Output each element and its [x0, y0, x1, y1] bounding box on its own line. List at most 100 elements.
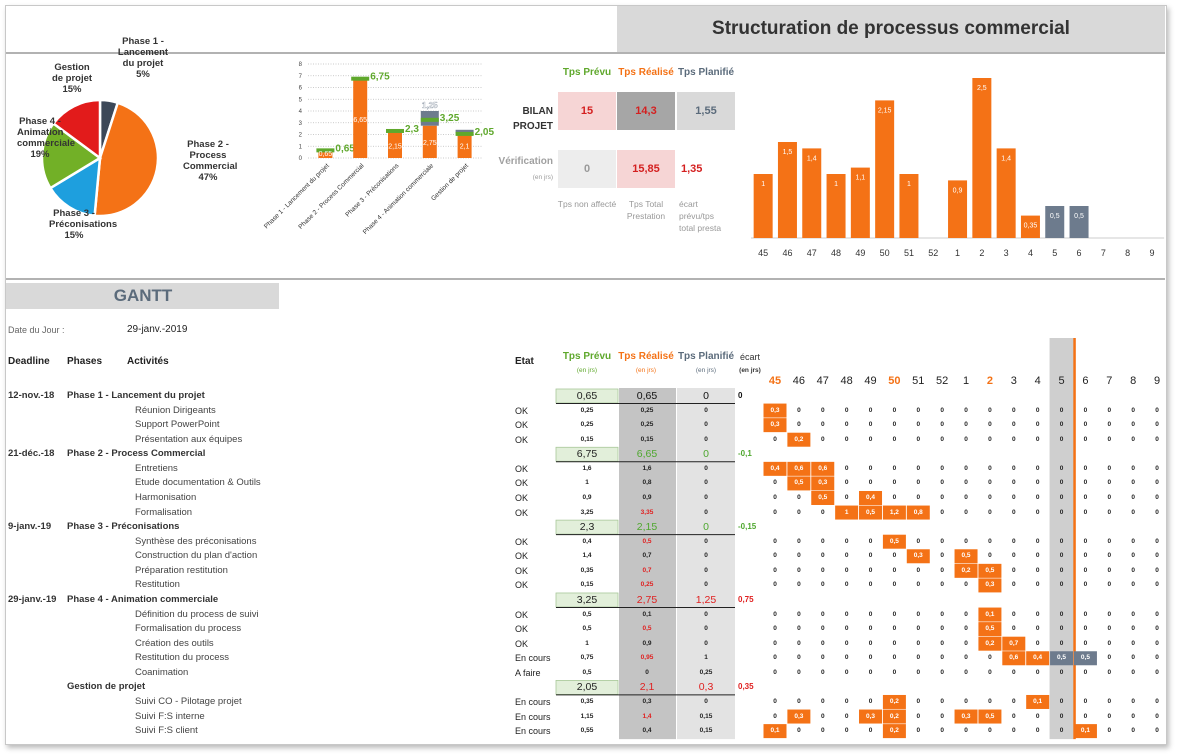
y-tick-label: 2 [299, 133, 303, 139]
week-header: 9 [1154, 375, 1161, 387]
etat: En cours [515, 653, 551, 664]
week-header: 51 [912, 375, 925, 387]
x-tick-label: Phase 2 - Process Commercial [297, 162, 366, 231]
week-value: 0 [1083, 479, 1088, 487]
etat: OK [515, 420, 529, 431]
phase-ecart: -0,1 [738, 449, 752, 459]
week-value: 0 [1035, 566, 1040, 574]
deadline: 9-janv.-19 [8, 521, 52, 533]
week-value: 0 [940, 493, 944, 501]
week-value: 0 [1107, 639, 1112, 647]
planned-marker [420, 117, 439, 122]
week-value: 0 [1035, 435, 1040, 443]
week-value: 0 [773, 479, 777, 487]
etat: OK [515, 609, 529, 620]
week-value: 0 [1107, 406, 1112, 414]
column-header: Tps Réalisé [618, 351, 674, 362]
value-label: 1,5 [783, 149, 793, 156]
week-value: 0 [916, 406, 921, 414]
bar [875, 100, 895, 239]
week-value: 0,3 [913, 552, 923, 560]
pie-label: Phase 1 - Lancement du projet 5% [116, 36, 170, 80]
week-value: 0 [1131, 479, 1135, 487]
activity: Formalisation [135, 506, 193, 518]
activity: Restitution du process [135, 652, 229, 664]
week-cell [763, 418, 787, 433]
week-value: 0 [868, 566, 873, 574]
week-value: 0 [1131, 668, 1135, 676]
week-value: 0 [1011, 727, 1016, 735]
week-value: 0 [1059, 508, 1064, 516]
week-value: 0 [988, 537, 992, 545]
week-header: 45 [768, 375, 782, 387]
value-label: 1,25 [422, 101, 438, 110]
activity-realise: 0,3 [642, 697, 652, 705]
week-value: 0 [892, 421, 897, 429]
week-cell [811, 461, 835, 476]
x-tick-label: 8 [1125, 248, 1130, 258]
pie-slice [51, 98, 102, 161]
week-cell [859, 505, 883, 520]
week-value: 0,2 [961, 566, 971, 574]
week-value: 0 [940, 697, 944, 705]
week-value: 0 [988, 479, 992, 487]
x-tick-label: 5 [1052, 248, 1057, 258]
week-value: 0 [773, 625, 777, 633]
etat: En cours [515, 726, 551, 737]
week-value: 0,2 [889, 712, 899, 720]
week-value: 0 [940, 668, 944, 676]
week-value: 0 [797, 697, 801, 705]
week-value: 0 [1107, 464, 1112, 472]
week-value: 0 [940, 464, 944, 472]
planned-marker [386, 128, 404, 133]
week-value: 0 [820, 552, 825, 560]
week-value: 0 [820, 581, 825, 589]
week-value: 0 [797, 566, 801, 574]
column-header: Etat [515, 356, 534, 367]
week-value: 0 [844, 406, 849, 414]
bar [996, 148, 1016, 238]
activity: Synthèse des préconisations [135, 535, 257, 547]
phase-realise: 0,65 [636, 390, 658, 402]
current-week-column [1049, 338, 1074, 740]
week-value: 0 [1131, 654, 1135, 662]
week-value: 0 [1035, 406, 1040, 414]
week-cell [859, 709, 883, 724]
week-value: 0 [940, 406, 944, 414]
activity-planifie: 0,15 [699, 727, 713, 735]
week-value: 0 [844, 654, 849, 662]
week-value: 0 [964, 727, 968, 735]
week-cell [978, 578, 1002, 593]
week-value: 0 [773, 668, 777, 676]
etat: OK [515, 478, 529, 489]
week-value: 0 [1107, 479, 1112, 487]
column-unit: (en jrs) [635, 367, 657, 374]
sheet-frame [5, 5, 1167, 745]
activity-realise: 3,35 [640, 508, 654, 516]
week-header: 47 [816, 375, 829, 387]
week-value: 0 [940, 625, 944, 633]
week-value: 0 [1107, 493, 1112, 501]
value-label: 2,05 [475, 127, 495, 138]
week-cell [882, 709, 906, 724]
week-value: 0 [892, 435, 897, 443]
week-value: 0 [916, 537, 921, 545]
activity-prevu: 0,25 [580, 406, 594, 414]
pie-category: Phase 1 - Lancement du projet [117, 36, 169, 69]
week-value: 0 [844, 581, 849, 589]
activity-realise: 0,5 [642, 537, 652, 545]
week-cell [954, 549, 978, 564]
week-value: 0 [773, 610, 777, 618]
week-value: 0 [916, 610, 921, 618]
activity-planifie: 0 [704, 464, 708, 472]
bar [899, 174, 919, 238]
week-cell [1002, 636, 1026, 651]
week-value: 0 [916, 421, 921, 429]
value-label: 1,1 [855, 175, 865, 182]
planned-marker [455, 131, 474, 136]
week-cell [882, 505, 906, 520]
week-value: 0 [1155, 654, 1159, 662]
week-value: 0 [1083, 464, 1088, 472]
pie-category: Gestion de projet [51, 62, 93, 84]
week-value: 0 [820, 625, 825, 633]
